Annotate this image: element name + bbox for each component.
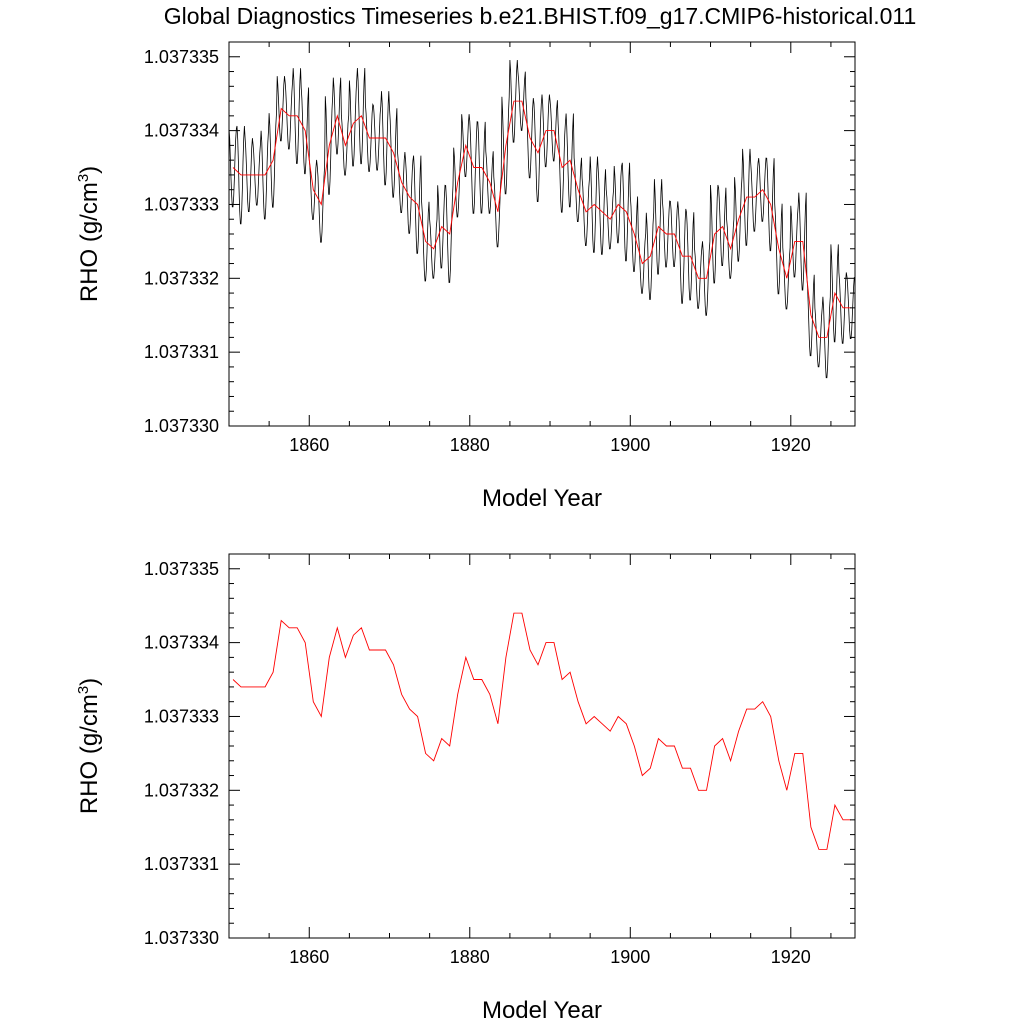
x-tick-label: 1860 xyxy=(289,947,329,967)
y-tick-label: 1.037332 xyxy=(144,780,219,800)
y-tick-label: 1.037335 xyxy=(144,47,219,67)
x-tick-label: 1880 xyxy=(450,435,490,455)
y-tick-label: 1.037332 xyxy=(144,268,219,288)
y-axis-label: RHO (g/cm3) xyxy=(75,166,103,302)
annual-mean-line xyxy=(233,613,851,849)
annual-mean-line xyxy=(233,101,851,337)
y-tick-label: 1.037333 xyxy=(144,706,219,726)
y-tick-label: 1.037331 xyxy=(144,342,219,362)
y-tick-label: 1.037334 xyxy=(144,633,219,653)
x-tick-label: 1900 xyxy=(610,435,650,455)
monthly-series-line xyxy=(229,60,854,378)
x-tick-label: 1900 xyxy=(610,947,650,967)
y-tick-label: 1.037330 xyxy=(144,928,219,948)
y-axis-label: RHO (g/cm3) xyxy=(75,678,103,814)
x-tick-label: 1880 xyxy=(450,947,490,967)
x-tick-label: 1860 xyxy=(289,435,329,455)
x-tick-label: 1920 xyxy=(771,435,811,455)
y-tick-label: 1.037335 xyxy=(144,559,219,579)
y-tick-label: 1.037331 xyxy=(144,854,219,874)
chart-panel-2: 1860 1880 1900 1920 1.037330 1.037331 1.037332… xyxy=(75,553,856,1024)
y-tick-label: 1.037330 xyxy=(144,416,219,436)
chart-panel-1: 1860 1880 1900 1920 1.037330 1.037331 1.037332… xyxy=(75,41,856,512)
chart-title: Global Diagnostics Timeseries b.e21.BHIS… xyxy=(163,3,917,29)
x-tick-label: 1920 xyxy=(771,947,811,967)
plot-frame xyxy=(228,553,856,939)
y-tick-label: 1.037334 xyxy=(144,121,219,141)
y-tick-label: 1.037333 xyxy=(144,194,219,214)
x-axis-label: Model Year xyxy=(482,485,602,512)
x-axis-label: Model Year xyxy=(482,997,602,1024)
